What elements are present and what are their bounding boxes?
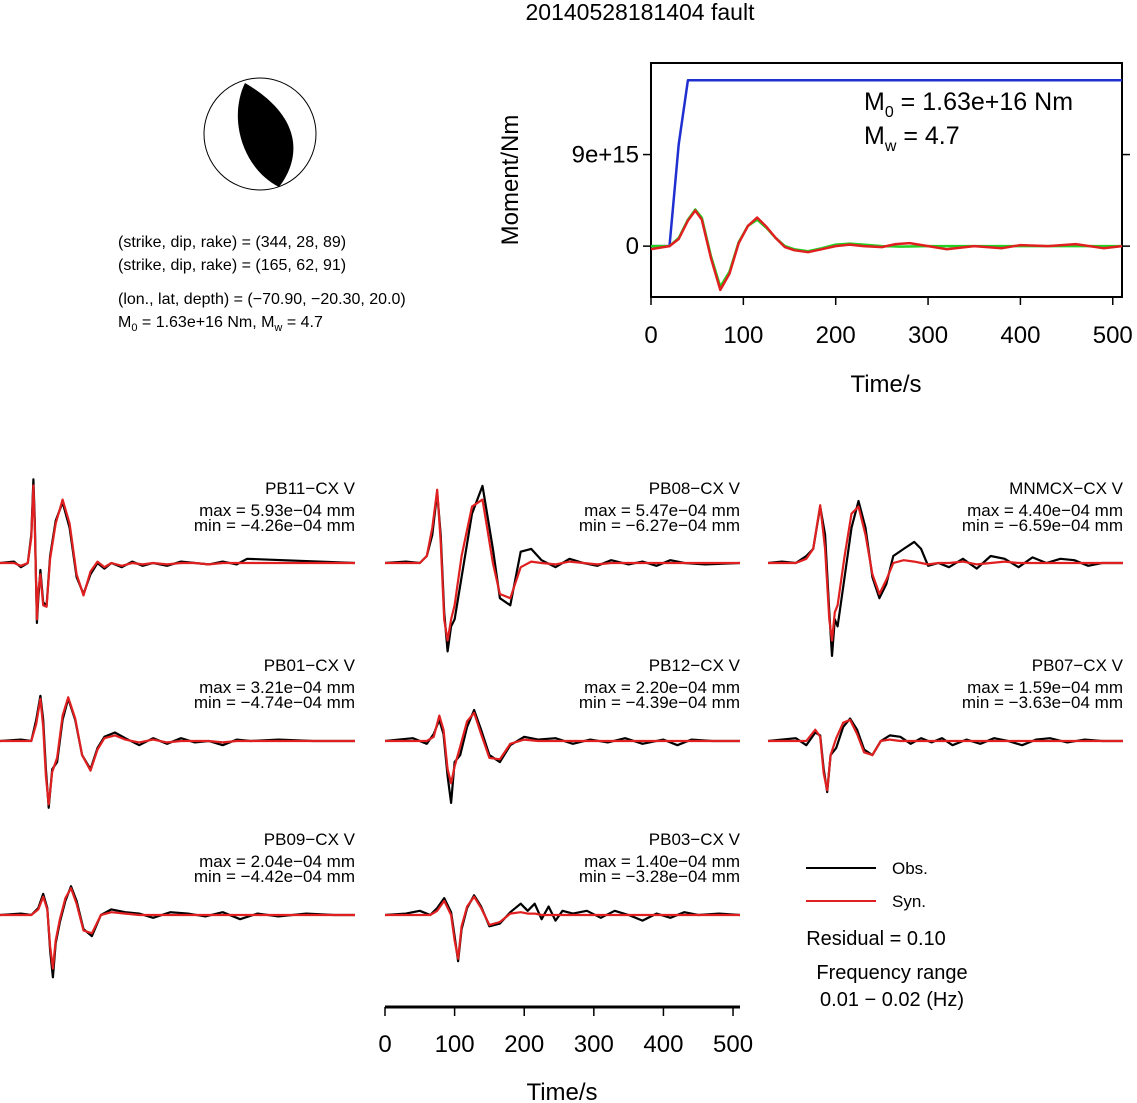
moment-rate-line-b [650, 209, 1123, 292]
beachball-compressional-quadrant [237, 83, 294, 187]
moment-xtick-label: 200 [816, 322, 856, 349]
moment-ytick-label: 9e+15 [572, 142, 639, 169]
mechanism-moment-line: M0 = 1.63e+16 Nm, Mw = 4.7 [118, 314, 323, 334]
moment-chart-axes: 0 100 200 300 400 500 9e+15 0 [572, 142, 1133, 349]
station-max: max = 1.59e−04 mm [967, 678, 1123, 697]
moment-xtick-label: 100 [723, 322, 763, 349]
mechanism-line-2: (strike, dip, rake) = (165, 62, 91) [118, 257, 346, 274]
station-name: PB03−CX V [649, 830, 741, 849]
station-max: max = 1.40e−04 mm [584, 852, 740, 871]
synthetic-waveform [0, 696, 355, 806]
moment-xtick-label: 500 [1093, 322, 1133, 349]
station-min: min = −4.39e−04 mm [579, 693, 740, 712]
synthetic-waveform [385, 488, 740, 642]
station-name: MNMCX−CX V [1009, 479, 1123, 498]
station-name: PB12−CX V [649, 656, 741, 675]
station-max: max = 3.21e−04 mm [199, 678, 355, 697]
station-name: PB09−CX V [264, 830, 356, 849]
station-max: max = 2.04e−04 mm [199, 852, 355, 871]
observed-waveform [384, 894, 741, 963]
moment-rate-line-a [651, 208, 1122, 289]
moment-annotation-m0: M0 = 1.63e+16 Nm [864, 88, 1073, 121]
station-min: min = −3.63e−04 mm [962, 693, 1123, 712]
legend-obs-label: Obs. [892, 859, 928, 878]
mechanism-location: (lon., lat, depth) = (−70.90, −20.30, 20… [118, 291, 406, 308]
moment-ylabel: Moment/Nm [497, 115, 524, 246]
station-min: min = −6.59e−04 mm [962, 516, 1123, 535]
synthetic-waveform [385, 711, 740, 785]
waveform-xlabel: Time/s [526, 1079, 597, 1103]
station-min: min = −3.28e−04 mm [579, 867, 740, 886]
observed-waveform [0, 694, 355, 809]
moment-chart-series [650, 79, 1123, 292]
beachball [203, 77, 317, 191]
station-name: PB07−CX V [1032, 656, 1124, 675]
moment-chart-frame [650, 62, 1123, 298]
frequency-title: Frequency range [816, 962, 967, 984]
station-max: max = 5.93e−04 mm [199, 501, 355, 520]
station-max: max = 4.40e−04 mm [967, 501, 1123, 520]
waveform-xtick-label: 200 [504, 1031, 544, 1058]
station-name: PB11−CX V [265, 479, 356, 498]
synthetic-waveform [0, 484, 355, 621]
moment-xtick-label: 400 [1000, 322, 1040, 349]
moment-ytick-label: 0 [626, 233, 639, 260]
synthetic-waveform [385, 895, 740, 960]
moment-xtick-label: 300 [908, 322, 948, 349]
mechanism-line-1: (strike, dip, rake) = (344, 28, 89) [118, 234, 346, 251]
waveform-xtick-label: 100 [435, 1031, 475, 1058]
station-min: min = −6.27e−04 mm [579, 516, 740, 535]
observed-waveform [767, 499, 1123, 657]
waveform-xtick-label: 500 [713, 1031, 753, 1058]
station-max: max = 2.20e−04 mm [584, 678, 740, 697]
legend-syn-label: Syn. [892, 892, 926, 911]
waveform-xtick-label: 300 [574, 1031, 614, 1058]
page-title: 20140528181404 fault [526, 0, 756, 25]
station-max: max = 5.47e−04 mm [584, 501, 740, 520]
synthetic-waveform [0, 887, 355, 970]
station-name: PB01−CX V [264, 656, 356, 675]
observed-waveform [384, 708, 740, 804]
station-min: min = −4.26e−04 mm [194, 516, 355, 535]
station-min: min = −4.74e−04 mm [194, 693, 355, 712]
synthetic-waveform [768, 504, 1123, 642]
waveform-time-axis: 0 100 200 300 400 500 [378, 1005, 753, 1058]
mechanism-info: (strike, dip, rake) = (344, 28, 89) (str… [118, 234, 406, 334]
synthetic-waveform [768, 718, 1123, 792]
moment-xlabel: Time/s [850, 371, 921, 398]
waveform-xtick-label: 400 [643, 1031, 683, 1058]
frequency-range: 0.01 − 0.02 (Hz) [820, 989, 964, 1011]
station-name: PB08−CX V [649, 479, 741, 498]
moment-xtick-label: 0 [644, 322, 657, 349]
residual-text: Residual = 0.10 [806, 928, 946, 950]
waveform-xtick-label: 0 [378, 1031, 391, 1058]
moment-annotation-mw: Mw = 4.7 [864, 122, 960, 155]
legend: Obs. Syn. Residual = 0.10 Frequency rang… [806, 859, 968, 1011]
station-min: min = −4.42e−04 mm [194, 867, 355, 886]
